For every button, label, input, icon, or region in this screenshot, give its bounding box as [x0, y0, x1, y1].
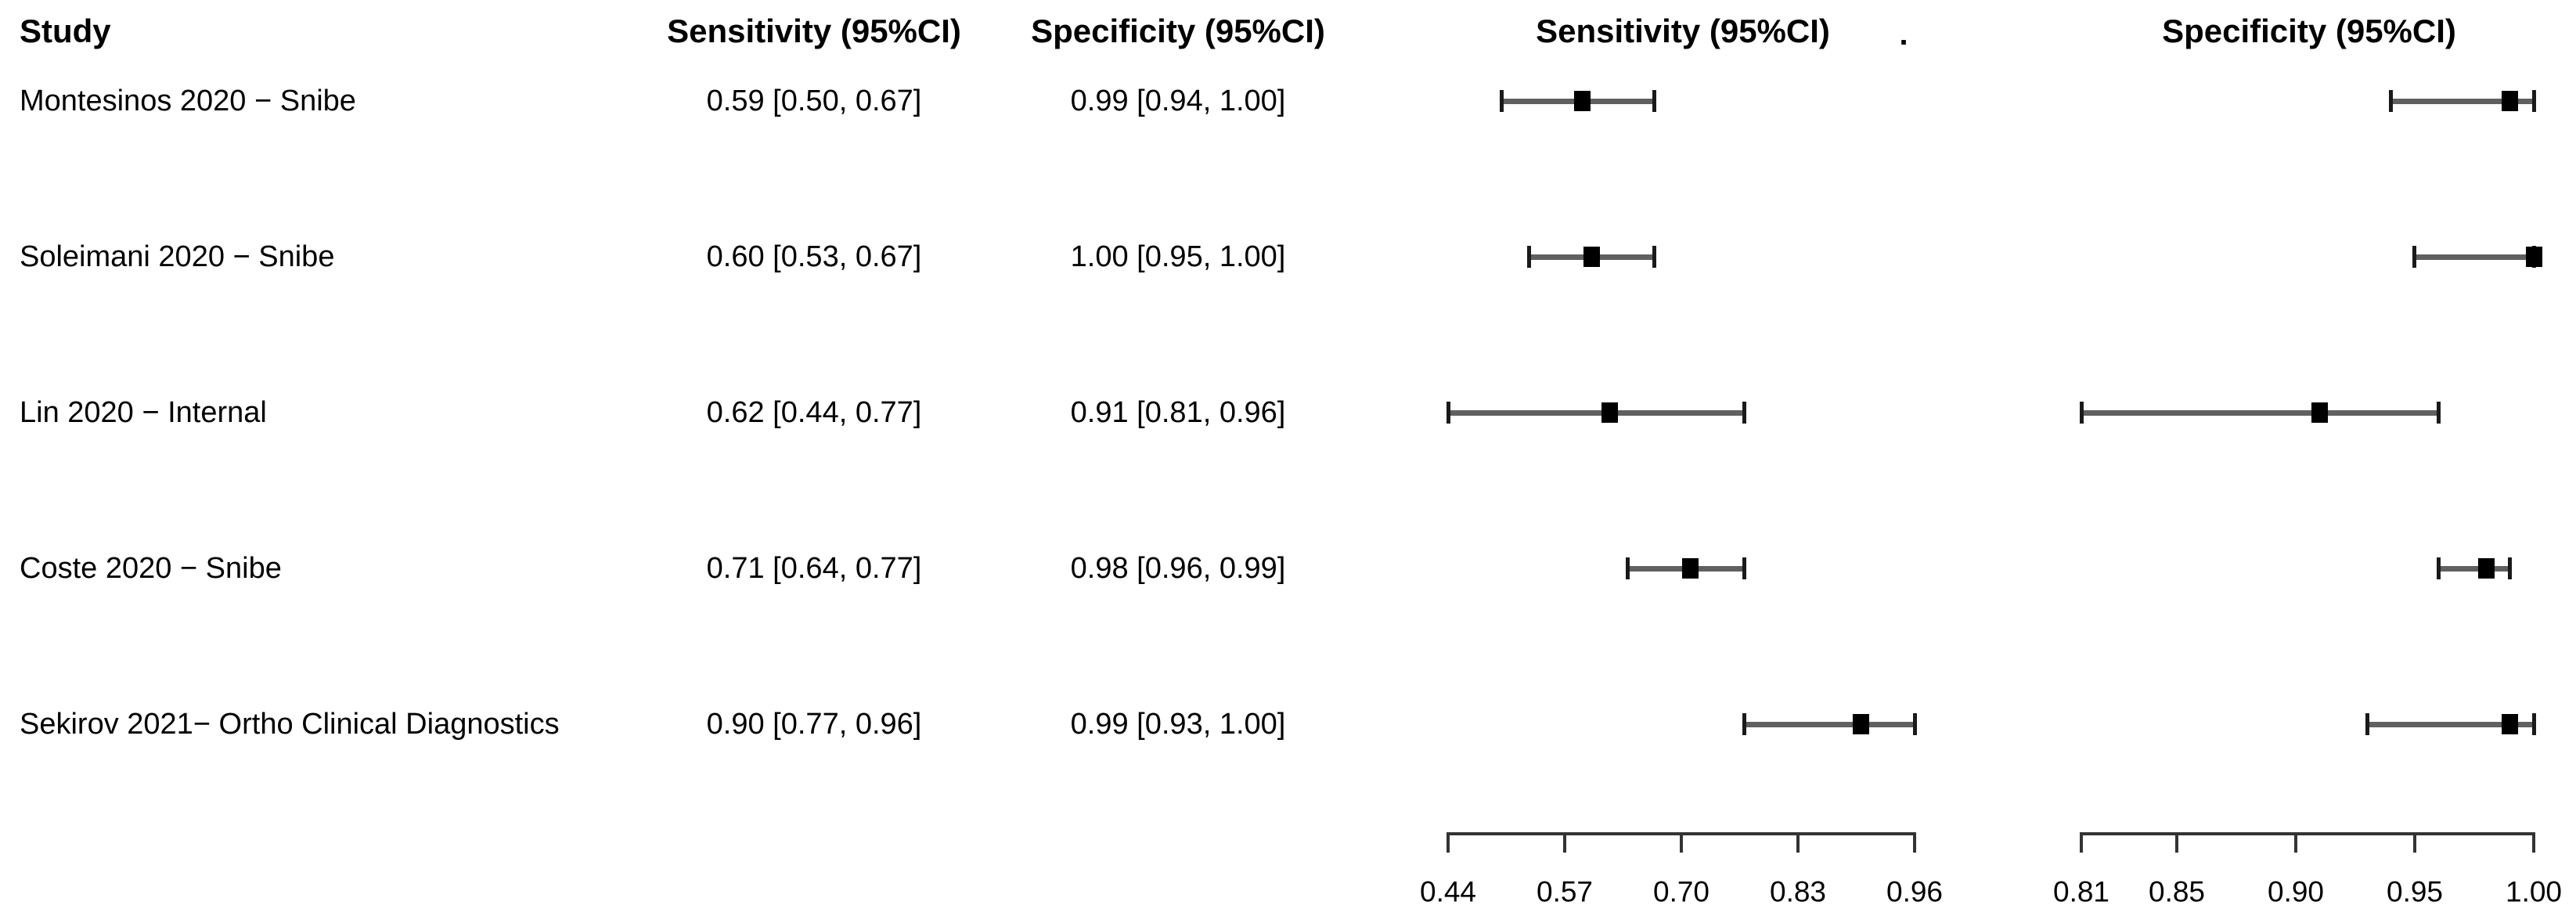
specificity-ci-line: [2081, 410, 2438, 416]
specificity-value: 0.91 [0.81, 0.96]: [1070, 396, 1286, 429]
sensitivity-axis-tick-label: 0.57: [1536, 875, 1594, 908]
specificity-column-header: Specificity (95%CI): [1031, 13, 1325, 49]
sensitivity-point-estimate-marker: [1853, 714, 1869, 734]
specificity-axis-tick: [2532, 834, 2535, 853]
study-label: Montesinos 2020 − Snibe: [20, 85, 356, 117]
sensitivity-axis-tick-label: 0.44: [1419, 875, 1477, 908]
specificity-point-estimate-marker: [2502, 714, 2518, 734]
sensitivity-value: 0.62 [0.44, 0.77]: [706, 396, 922, 429]
specificity-ci-cap-high: [2437, 402, 2441, 424]
specificity-point-estimate-marker: [2311, 402, 2328, 423]
study-label: Sekirov 2021− Ortho Clinical Diagnostics: [20, 708, 560, 741]
sensitivity-ci-line: [1448, 410, 1744, 416]
sensitivity-ci-cap-low: [1626, 557, 1630, 579]
study-label: Soleimani 2020 − Snibe: [20, 240, 335, 273]
sensitivity-axis-tick: [1447, 834, 1450, 853]
sensitivity-value: 0.71 [0.64, 0.77]: [706, 552, 922, 585]
specificity-value: 0.99 [0.94, 1.00]: [1070, 85, 1286, 117]
sensitivity-ci-cap-low: [1500, 90, 1504, 112]
sensitivity-axis-tick-label: 0.96: [1886, 875, 1944, 908]
sensitivity-point-estimate-marker: [1583, 247, 1600, 267]
sensitivity-axis-tick-label: 0.83: [1769, 875, 1827, 908]
specificity-ci-line: [2390, 99, 2534, 104]
sensitivity-ci-cap-high: [1742, 402, 1746, 424]
specificity-axis-tick-label: 0.95: [2386, 875, 2444, 908]
sensitivity-value: 0.60 [0.53, 0.67]: [706, 240, 922, 273]
sensitivity-ci-cap-high: [1652, 246, 1656, 268]
sensitivity-plot-header: Sensitivity (95%CI): [1536, 13, 1830, 49]
sensitivity-axis-tick: [1680, 834, 1683, 853]
sensitivity-ci-cap-low: [1527, 246, 1531, 268]
sensitivity-point-estimate-marker: [1574, 91, 1591, 111]
sensitivity-ci-cap-high: [1742, 557, 1746, 579]
study-label: Coste 2020 − Snibe: [20, 552, 282, 585]
specificity-axis-tick-label: 0.90: [2267, 875, 2325, 908]
specificity-plot-header: Specificity (95%CI): [2162, 13, 2456, 49]
specificity-value: 0.98 [0.96, 0.99]: [1070, 552, 1286, 585]
specificity-axis-tick: [2080, 834, 2083, 853]
specificity-value: 0.99 [0.93, 1.00]: [1070, 708, 1286, 741]
sensitivity-ci-line: [1744, 722, 1915, 727]
specificity-ci-line: [2367, 722, 2534, 727]
specificity-point-estimate-marker: [2526, 247, 2542, 267]
sensitivity-axis-tick-label: 0.70: [1652, 875, 1710, 908]
specificity-value: 1.00 [0.95, 1.00]: [1070, 240, 1286, 273]
specificity-axis-tick: [2413, 834, 2416, 853]
study-label: Lin 2020 − Internal: [20, 396, 267, 429]
specificity-point-estimate-marker: [2502, 91, 2518, 111]
sensitivity-value: 0.59 [0.50, 0.67]: [706, 85, 922, 117]
sensitivity-ci-cap-low: [1742, 713, 1746, 735]
specificity-ci-cap-high: [2532, 90, 2536, 112]
specificity-ci-cap-high: [2508, 557, 2512, 579]
sensitivity-ci-cap-high: [1652, 90, 1656, 112]
sensitivity-axis-tick: [1796, 834, 1800, 853]
specificity-axis-tick-label: 0.85: [2148, 875, 2206, 908]
specificity-axis-tick-label: 1.00: [2505, 875, 2563, 908]
specificity-axis-line: [2080, 832, 2535, 835]
specificity-ci-cap-low: [2080, 402, 2084, 424]
specificity-axis-tick-label: 0.81: [2052, 875, 2110, 908]
specificity-point-estimate-marker: [2478, 558, 2495, 579]
stray-dot: .: [1899, 17, 1908, 52]
specificity-ci-line: [2415, 254, 2534, 260]
sensitivity-column-header: Sensitivity (95%CI): [667, 13, 961, 49]
specificity-ci-cap-low: [2437, 557, 2441, 579]
sensitivity-ci-cap-low: [1447, 402, 1450, 424]
study-column-header: Study: [20, 13, 111, 49]
specificity-axis-tick: [2294, 834, 2297, 853]
sensitivity-value: 0.90 [0.77, 0.96]: [706, 708, 922, 741]
specificity-ci-cap-high: [2532, 713, 2536, 735]
specificity-ci-cap-low: [2389, 90, 2393, 112]
sensitivity-axis-tick: [1563, 834, 1566, 853]
specificity-ci-cap-low: [2365, 713, 2369, 735]
sensitivity-axis-tick: [1913, 834, 1916, 853]
specificity-ci-line: [2438, 566, 2509, 572]
sensitivity-ci-cap-high: [1913, 713, 1917, 735]
sensitivity-point-estimate-marker: [1682, 558, 1699, 579]
specificity-ci-cap-low: [2412, 246, 2416, 268]
specificity-axis-tick: [2175, 834, 2178, 853]
sensitivity-point-estimate-marker: [1601, 402, 1618, 423]
